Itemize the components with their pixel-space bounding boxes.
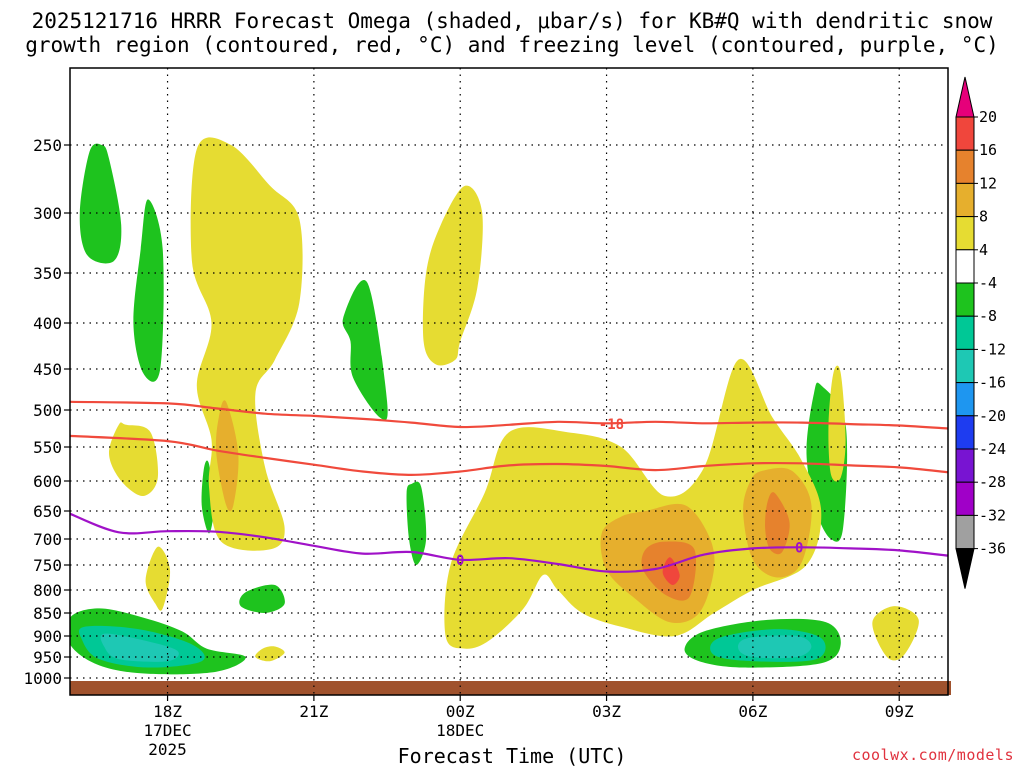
omega-region-green-6 (406, 481, 427, 565)
x-tick-label: 21Z (299, 702, 328, 721)
credit-text: coolwx.com/models (851, 746, 1014, 764)
colorbar-label: 20 (979, 108, 997, 126)
colorbar-swatch-10 (955, 448, 975, 483)
y-tick-label: 600 (33, 472, 62, 491)
colorbar-label: 12 (979, 174, 997, 192)
colorbar-label: -36 (979, 540, 1006, 558)
x-tick-sublabel: 17DEC (143, 721, 191, 740)
y-tick-label: 700 (33, 530, 62, 549)
contour-line-2 (70, 512, 948, 573)
x-tick-label: 00Z (446, 702, 475, 721)
contour-label-0-0: -18 (599, 417, 624, 433)
omega-region-yellow-13 (872, 606, 919, 661)
colorbar-bottom-arrow (955, 548, 975, 589)
colorbar-swatch-7 (955, 348, 975, 384)
colorbar-swatch-1 (955, 149, 975, 184)
contour-line-0 (70, 400, 948, 430)
colorbar-label: -24 (979, 440, 1006, 458)
omega-region-yellow-12 (444, 358, 822, 649)
contour-line-1 (70, 434, 948, 477)
ground-surface (70, 681, 951, 695)
axes: 250 300 350 400 450 500 550 600 650 700 750 800 850 9… (23, 67, 949, 759)
omega-region-yellow-11 (255, 646, 285, 662)
colorbar-label: -4 (979, 274, 997, 292)
y-tick-label: 500 (33, 401, 62, 420)
x-tick-label: 06Z (738, 702, 767, 721)
colorbar-label: -32 (979, 506, 1006, 524)
colorbar-swatch-6 (955, 315, 975, 350)
y-tick-label: 400 (33, 314, 62, 333)
colorbar-swatch-5 (955, 282, 975, 317)
colorbar-swatch-3 (955, 216, 975, 251)
omega-region-cyan-26 (738, 635, 812, 659)
colorbar-label: -8 (979, 307, 997, 325)
omega-region-yellow-10 (145, 546, 171, 611)
chart-title-line-1: 2025121716 HRRR Forecast Omega (shaded, … (31, 9, 993, 33)
y-tick-label: 650 (33, 502, 62, 521)
colorbar-swatch-11 (955, 481, 975, 516)
colorbar-swatch-2 (955, 182, 975, 218)
colorbar-label: -28 (979, 473, 1006, 491)
omega-shading-layer (70, 137, 919, 675)
y-tick-label: 450 (33, 360, 62, 379)
y-tick-label: 250 (33, 136, 62, 155)
colorbar-swatch-12 (955, 514, 975, 550)
omega-region-green-5 (239, 584, 285, 614)
x-tick-label: 03Z (592, 702, 621, 721)
colorbar-label: 4 (979, 241, 988, 259)
omega-region-green-1 (133, 199, 164, 382)
colorbar-swatch-0 (955, 116, 975, 151)
y-tick-label: 350 (33, 264, 62, 283)
omega-region-yellow-8 (422, 185, 483, 366)
x-tick-sublabel-2: 2025 (148, 740, 187, 759)
y-tick-label: 850 (33, 604, 62, 623)
contour-lines: -18 0 0 (70, 400, 948, 573)
colorbar-label: -20 (979, 407, 1006, 425)
colorbar-label: 8 (979, 208, 988, 226)
y-tick-label: 750 (33, 556, 62, 575)
y-tick-label: 300 (33, 204, 62, 223)
contour-label-2-1: 0 (795, 540, 803, 556)
omega-region-yellow-9 (108, 422, 159, 497)
contour-label-2-0: 0 (456, 553, 464, 569)
x-tick-label: 18Z (153, 702, 182, 721)
colorbar: 20 16 12 8 4 -4 -8 -12 -16 -20 -24 -28 -32 -36 (955, 76, 1006, 589)
omega-region-cyan-23 (100, 633, 179, 662)
x-tick-label: 09Z (885, 702, 914, 721)
colorbar-top-arrow (955, 76, 975, 118)
colorbar-label: -12 (979, 340, 1006, 358)
x-axis-title: Forecast Time (UTC) (397, 744, 627, 768)
ground-layer (70, 681, 951, 695)
y-tick-label: 550 (33, 438, 62, 457)
y-tick-label: 1000 (23, 669, 62, 688)
gridlines (70, 68, 948, 695)
omega-region-green-0 (79, 143, 122, 264)
omega-region-green-3 (342, 280, 388, 421)
y-tick-label: 900 (33, 627, 62, 646)
y-tick-label: 800 (33, 581, 62, 600)
colorbar-swatch-4 (955, 249, 975, 284)
omega-region-orange-19 (765, 492, 790, 555)
x-tick-sublabel: 18DEC (436, 721, 484, 740)
colorbar-label: 16 (979, 141, 997, 159)
plot-frame (69, 67, 949, 696)
colorbar-swatch-8 (955, 382, 975, 417)
chart-title-line-2: growth region (contoured, red, °C) and f… (25, 33, 999, 57)
colorbar-label: -16 (979, 374, 1006, 392)
y-tick-label: 950 (33, 648, 62, 667)
colorbar-swatch-9 (955, 415, 975, 450)
omega-region-gold-16 (215, 400, 239, 512)
